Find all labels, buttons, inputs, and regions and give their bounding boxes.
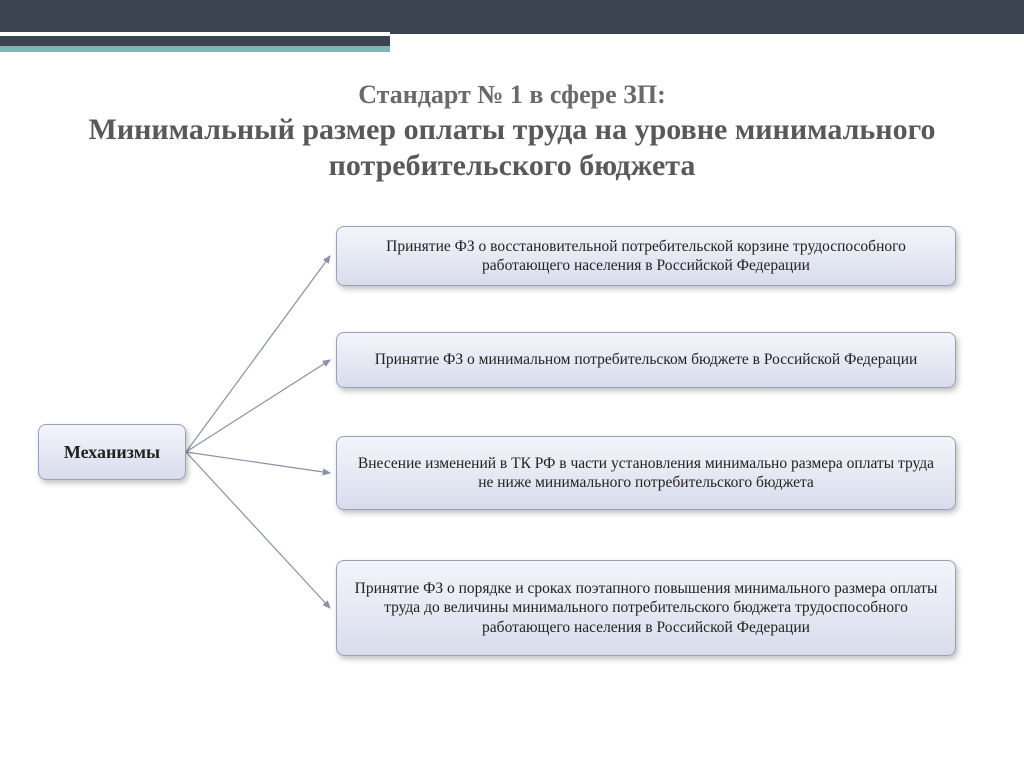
diagram-area: Механизмы Принятие ФЗ о восстановительно… bbox=[0, 214, 1024, 734]
child-node-1: Принятие ФЗ о минимальном потребительско… bbox=[336, 332, 956, 388]
title-line1: Стандарт № 1 в сфере ЗП: bbox=[40, 80, 984, 110]
child-label: Принятие ФЗ о порядке и сроках поэтапног… bbox=[349, 579, 943, 637]
child-node-3: Принятие ФЗ о порядке и сроках поэтапног… bbox=[336, 560, 956, 656]
slide-title: Стандарт № 1 в сфере ЗП: Минимальный раз… bbox=[0, 80, 1024, 184]
root-node: Механизмы bbox=[38, 424, 186, 480]
child-label: Внесение изменений в ТК РФ в части устан… bbox=[349, 454, 943, 493]
root-label: Механизмы bbox=[64, 442, 160, 463]
header-bar bbox=[0, 0, 1024, 34]
child-node-0: Принятие ФЗ о восстановительной потребит… bbox=[336, 226, 956, 286]
title-line2: Минимальный размер оплаты труда на уровн… bbox=[40, 112, 984, 184]
header-teal-line bbox=[0, 46, 390, 52]
child-node-2: Внесение изменений в ТК РФ в части устан… bbox=[336, 436, 956, 510]
child-label: Принятие ФЗ о минимальном потребительско… bbox=[375, 350, 918, 369]
header-accent bbox=[0, 32, 390, 46]
child-label: Принятие ФЗ о восстановительной потребит… bbox=[349, 237, 943, 276]
